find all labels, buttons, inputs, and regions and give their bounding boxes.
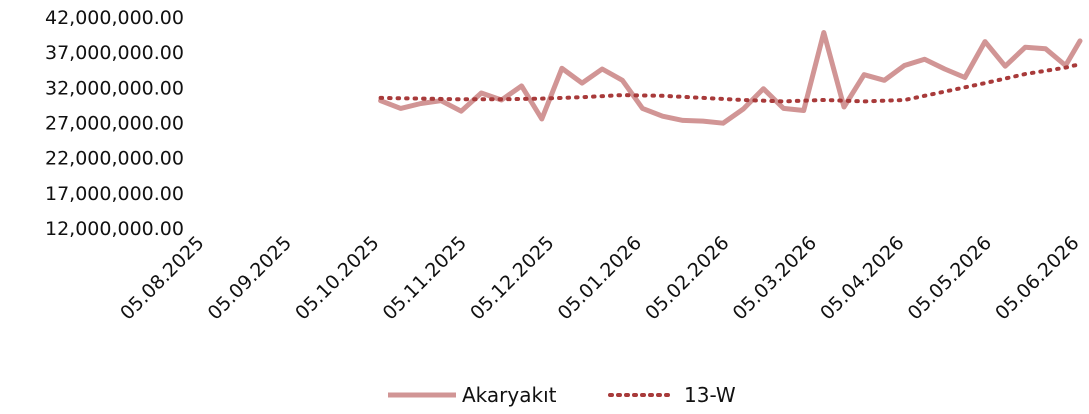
x-tick-label: 05.01.2026: [554, 232, 646, 324]
x-axis: 05.08.202505.09.202505.10.202505.11.2025…: [116, 232, 1083, 324]
y-tick-label: 12,000,000.00: [45, 218, 184, 240]
x-tick-label: 05.06.2026: [991, 232, 1083, 324]
x-tick-label: 05.11.2025: [379, 232, 471, 324]
x-tick-label: 05.02.2026: [641, 232, 733, 324]
plot-area: [378, 30, 1083, 126]
x-tick-label: 05.12.2025: [466, 232, 558, 324]
y-tick-label: 17,000,000.00: [45, 183, 184, 205]
x-tick-label: 05.09.2025: [204, 232, 296, 324]
x-tick-label: 05.08.2025: [116, 232, 208, 324]
y-tick-label: 27,000,000.00: [45, 113, 184, 135]
x-tick-label: 05.05.2026: [904, 232, 996, 324]
y-tick-label: 37,000,000.00: [45, 42, 184, 64]
y-tick-label: 32,000,000.00: [45, 77, 184, 99]
legend-label-13w: 13-W: [684, 383, 736, 407]
legend-label-akaryakit: Akaryakıt: [462, 383, 557, 407]
x-tick-label: 05.03.2026: [729, 232, 821, 324]
series-line-0: [378, 30, 1083, 126]
x-tick-label: 05.10.2025: [291, 232, 383, 324]
x-tick-label: 05.04.2026: [816, 232, 908, 324]
legend: Akaryakıt 13-W: [388, 383, 736, 407]
y-tick-label: 42,000,000.00: [45, 7, 184, 29]
y-axis: 12,000,000.00 17,000,000.00 22,000,000.00 2…: [45, 7, 184, 240]
series-line-1: [378, 62, 1082, 104]
y-tick-label: 22,000,000.00: [45, 148, 184, 170]
